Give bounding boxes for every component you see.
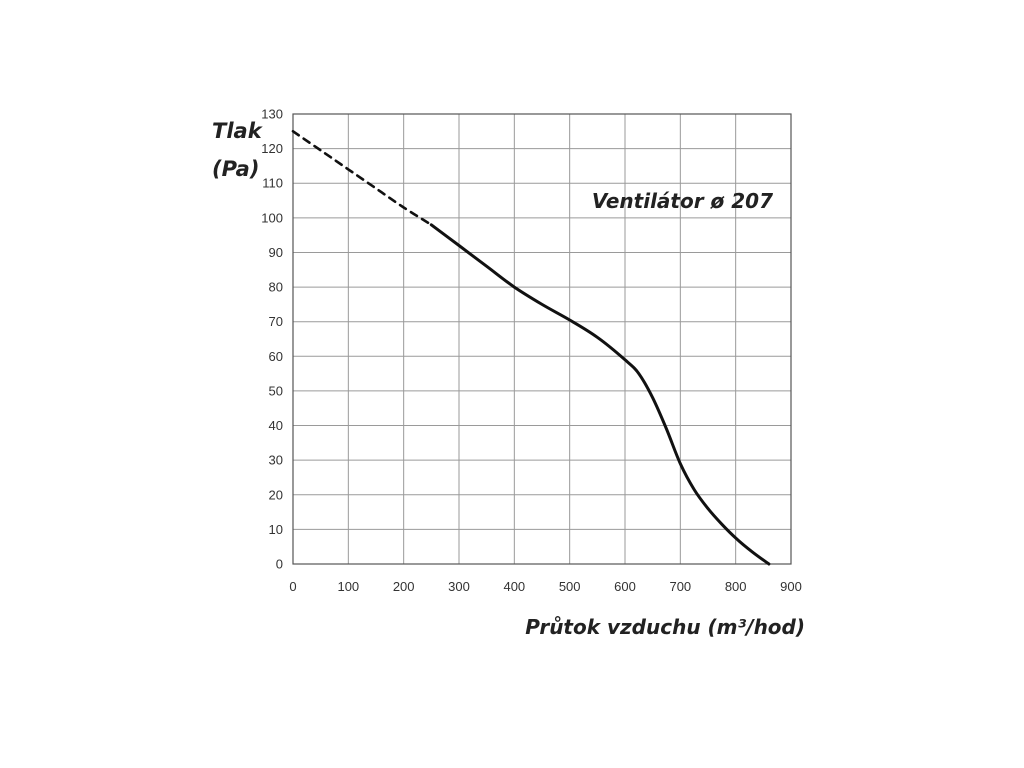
x-tick-label: 200	[393, 579, 415, 594]
y-tick-label: 110	[262, 176, 283, 191]
y-tick-label: 120	[261, 141, 283, 156]
y-tick-label: 70	[269, 314, 283, 329]
x-tick-label: 400	[503, 579, 525, 594]
plot-frame	[292, 113, 792, 565]
y-tick-label: 130	[261, 107, 283, 122]
y-tick-label: 90	[269, 245, 283, 260]
x-tick-label: 100	[337, 579, 359, 594]
x-tick-label: 700	[669, 579, 691, 594]
y-tick-label: 0	[276, 557, 283, 572]
grid	[292, 113, 792, 565]
y-tick-label: 80	[269, 280, 283, 295]
x-tick-label: 500	[559, 579, 581, 594]
x-tick-label: 0	[289, 579, 296, 594]
x-tick-label: 900	[780, 579, 802, 594]
x-tick-label: 600	[614, 579, 636, 594]
fan-curve-extrapolated	[291, 130, 433, 227]
y-axis-title-line1: Tlak	[212, 119, 264, 143]
chart-title: Ventilátor ø 207	[592, 189, 773, 213]
x-tick-label: 300	[448, 579, 470, 594]
y-axis-title-line2: (Pa)	[212, 157, 259, 181]
y-tick-label: 30	[269, 453, 283, 468]
x-tick-label: 800	[725, 579, 747, 594]
y-tick-label: 100	[261, 210, 283, 225]
y-tick-label: 60	[269, 349, 283, 364]
y-tick-label: 20	[269, 487, 283, 502]
series	[291, 130, 771, 566]
y-tick-label: 40	[269, 418, 283, 433]
fan-curve	[429, 223, 771, 566]
x-tick-labels: 0 100 200 300 400 500 600 700 800 900	[289, 579, 801, 594]
y-tick-label: 50	[269, 383, 283, 398]
y-tick-label: 10	[269, 522, 283, 537]
x-axis-title: Průtok vzduchu (m³/hod)	[525, 615, 805, 639]
y-tick-labels: 0 10 20 30 40 50 60 70 80 90 100 110 120 130	[261, 107, 283, 572]
